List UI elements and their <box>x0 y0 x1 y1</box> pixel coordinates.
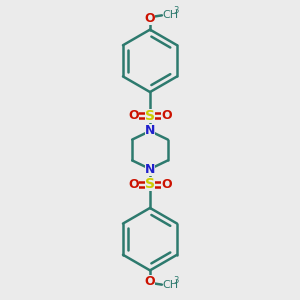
Text: O: O <box>161 109 172 122</box>
Text: S: S <box>145 109 155 123</box>
Text: O: O <box>128 178 139 191</box>
Text: O: O <box>145 275 155 288</box>
Text: O: O <box>128 109 139 122</box>
Text: S: S <box>145 177 155 191</box>
Text: CH: CH <box>163 280 178 290</box>
Text: N: N <box>145 163 155 176</box>
Text: O: O <box>161 178 172 191</box>
Text: N: N <box>145 124 155 137</box>
Text: CH: CH <box>163 10 178 20</box>
Text: O: O <box>145 12 155 25</box>
Text: 3: 3 <box>174 6 179 15</box>
Text: 3: 3 <box>174 276 179 285</box>
